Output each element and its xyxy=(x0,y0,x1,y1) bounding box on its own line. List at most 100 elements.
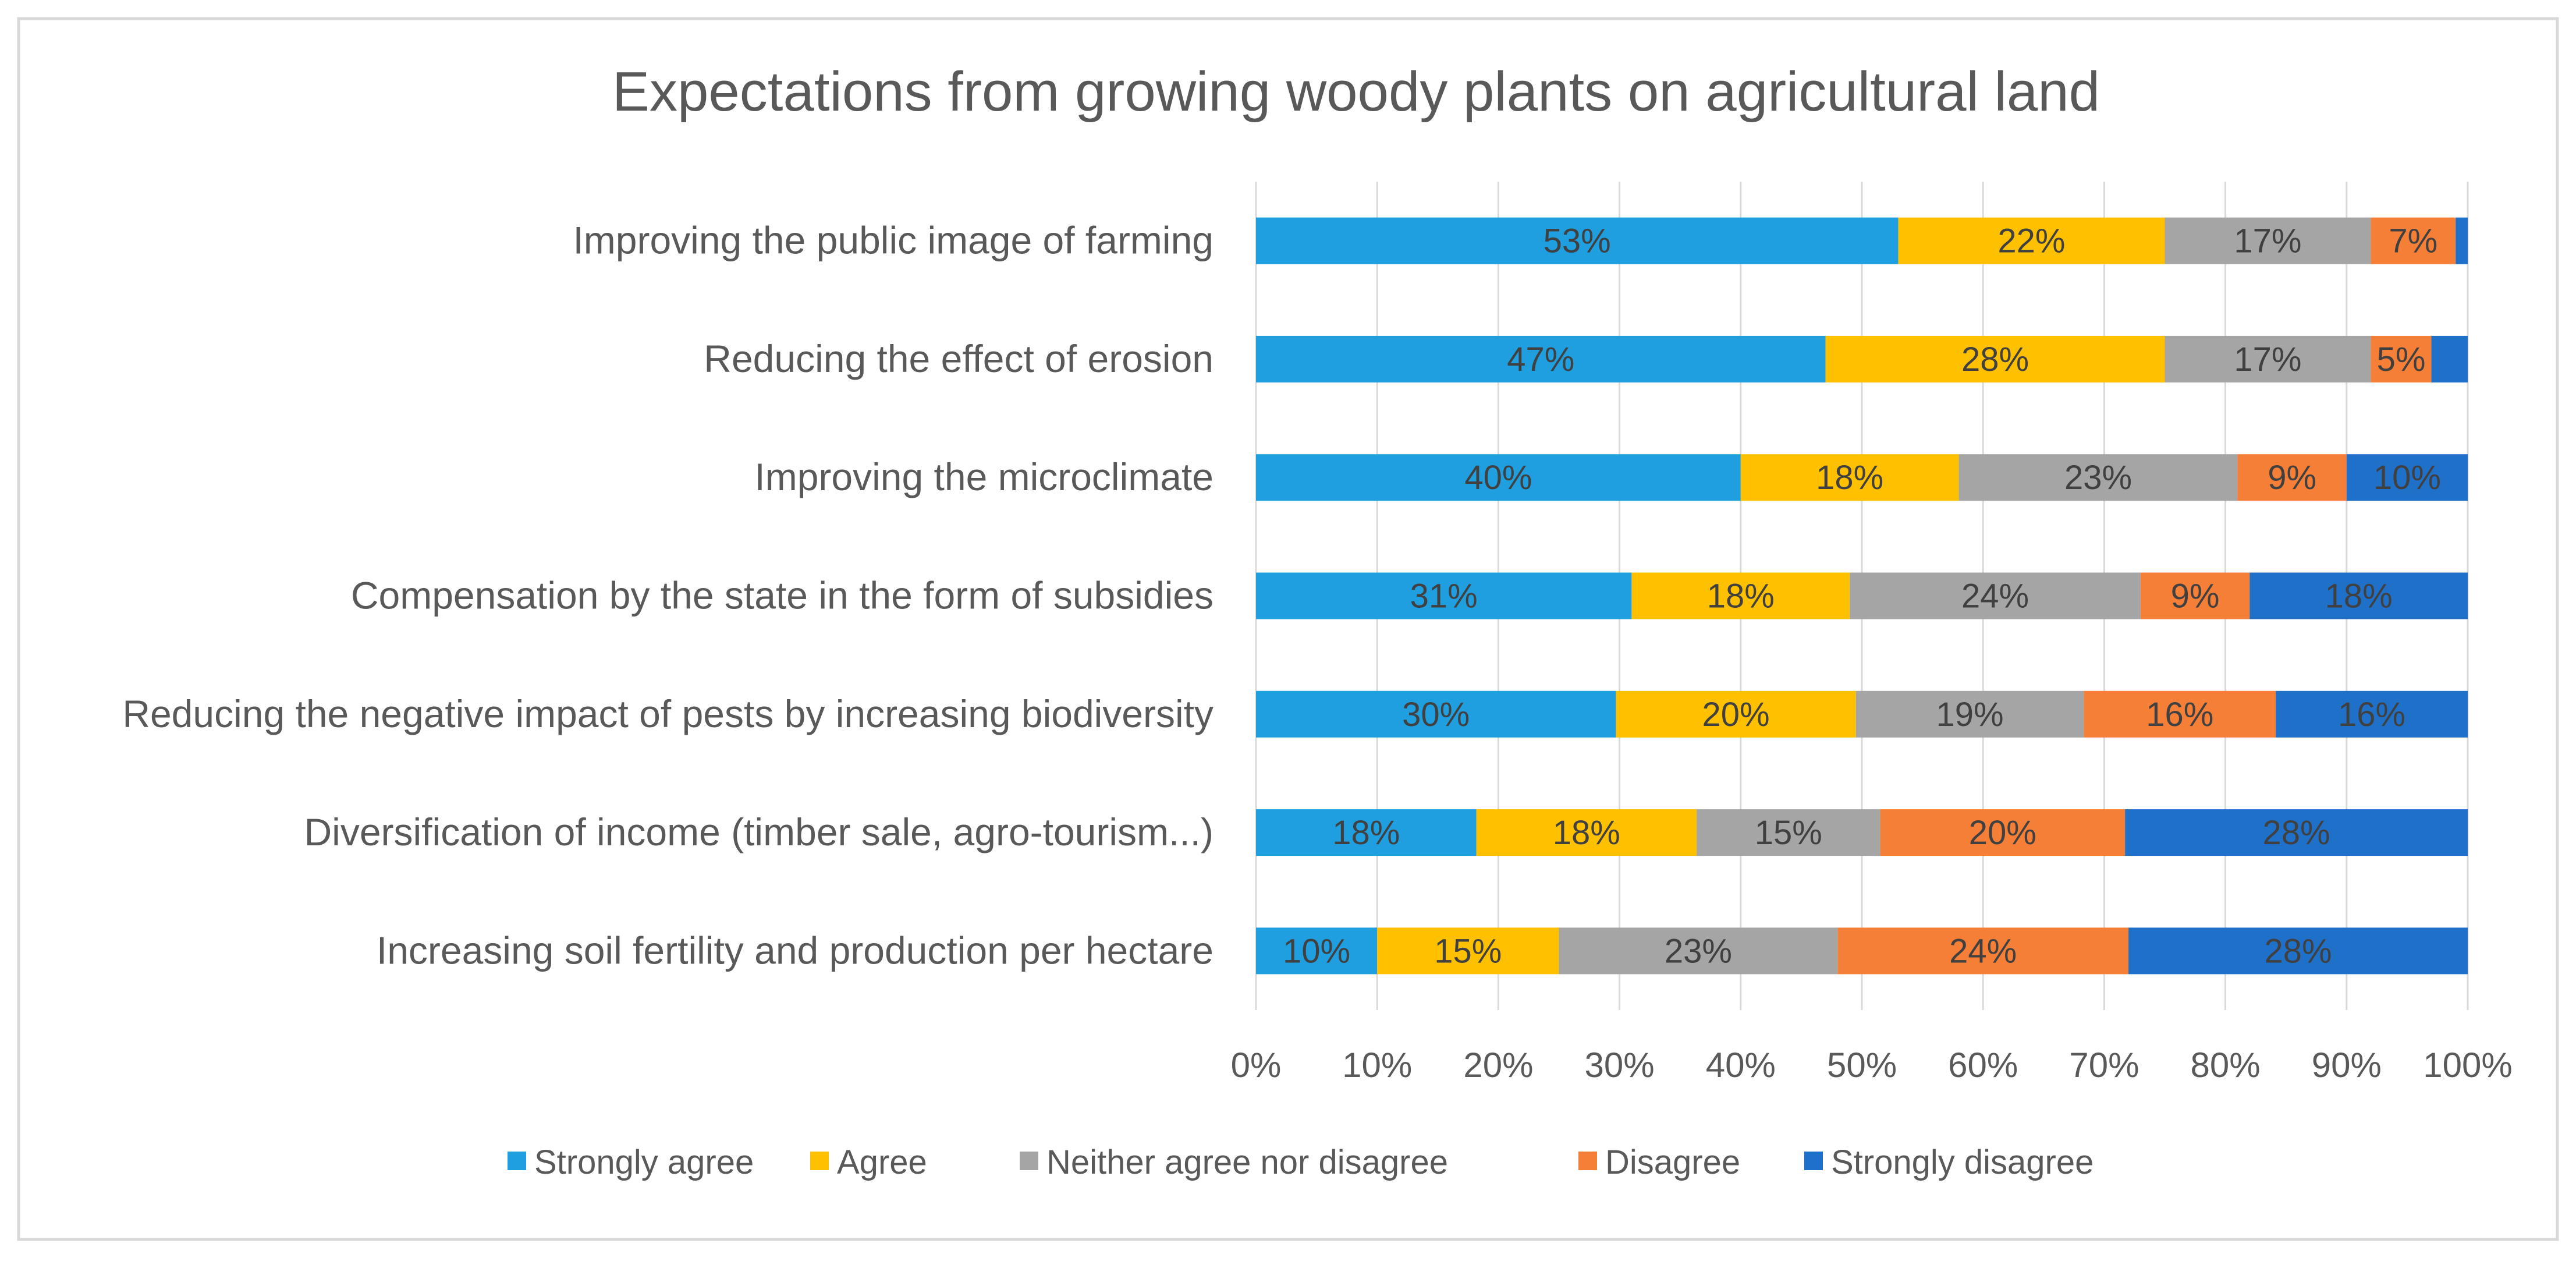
value-axis: 0% 10% 20% 30% 40% 50% 60% 70% 80% 90% 100% xyxy=(1231,1046,2513,1085)
bar-segment xyxy=(1855,690,2084,738)
data-label: 40% xyxy=(1464,459,1532,497)
data-label: 19% xyxy=(1936,696,2003,734)
x-tick-label: 20% xyxy=(1463,1046,1533,1085)
x-tick-label: 30% xyxy=(1585,1046,1655,1085)
bar-segment xyxy=(1850,572,2141,619)
bar-segment xyxy=(1559,927,1838,975)
bar-segment xyxy=(1476,809,1697,856)
data-label: 17% xyxy=(2234,222,2301,260)
category-label: Improving the public image of farming xyxy=(573,219,1214,262)
category-label: Improving the microclimate xyxy=(754,455,1214,498)
bar-segment xyxy=(1256,927,1378,975)
legend-swatch xyxy=(1578,1152,1597,1170)
bar-segment xyxy=(2456,217,2468,264)
data-label: 24% xyxy=(1961,578,2029,615)
bar-segment xyxy=(2237,454,2347,501)
bar-segment xyxy=(2249,572,2468,619)
legend-label: Strongly agree xyxy=(534,1143,754,1181)
data-label: 16% xyxy=(2338,696,2405,734)
data-label: 30% xyxy=(1402,696,1470,734)
data-label: 24% xyxy=(1949,932,2017,970)
data-label: 28% xyxy=(2264,932,2332,970)
data-label: 47% xyxy=(1507,341,1574,378)
data-label: 9% xyxy=(2171,578,2220,615)
data-label: 18% xyxy=(1332,814,1400,852)
data-label: 15% xyxy=(1755,814,1822,852)
category-label: Diversification of income (timber sale, … xyxy=(304,810,1214,853)
data-label: 15% xyxy=(1434,932,1502,970)
bar-segment xyxy=(2125,809,2468,856)
legend-swatch xyxy=(810,1152,829,1170)
bar-segment xyxy=(2165,217,2371,264)
data-label: 28% xyxy=(1961,341,2029,378)
legend-swatch xyxy=(1804,1152,1823,1170)
data-label: 5% xyxy=(2377,341,2426,378)
chart-frame xyxy=(17,17,2559,1241)
data-label: 18% xyxy=(2325,578,2393,615)
bar-segment xyxy=(1697,809,1880,856)
bar-segment xyxy=(2371,335,2432,382)
x-tick-label: 40% xyxy=(1706,1046,1776,1085)
legend-swatch xyxy=(508,1152,526,1170)
x-tick-label: 60% xyxy=(1948,1046,2018,1085)
bar-segment xyxy=(1377,927,1559,975)
data-label: 18% xyxy=(1816,459,1883,497)
bar-segment xyxy=(1880,809,2126,856)
data-label: 23% xyxy=(2064,459,2132,497)
bar-segment xyxy=(1256,572,1632,619)
x-tick-label: 10% xyxy=(1342,1046,1412,1085)
x-tick-label: 90% xyxy=(2312,1046,2382,1085)
data-label: 17% xyxy=(2234,341,2301,378)
bar-segment xyxy=(1256,690,1616,738)
legend-label: Agree xyxy=(837,1143,927,1181)
x-tick-label: 70% xyxy=(2069,1046,2139,1085)
legend-swatch xyxy=(1020,1152,1038,1170)
legend: Strongly agree Agree Neither agree nor dis… xyxy=(508,1143,2094,1181)
bar-segment xyxy=(1616,690,1856,738)
bar-segment xyxy=(1631,572,1850,619)
data-label: 53% xyxy=(1544,222,1611,260)
bar-segment xyxy=(1958,454,2238,501)
bar-segment xyxy=(2276,690,2468,738)
x-tick-label: 80% xyxy=(2191,1046,2261,1085)
data-label: 7% xyxy=(2389,222,2437,260)
bar-segment xyxy=(2084,690,2276,738)
bar-segment xyxy=(2140,572,2250,619)
bar-segment xyxy=(2346,454,2468,501)
bar-segment xyxy=(1837,927,2129,975)
bar-segment xyxy=(1256,335,1826,382)
data-label: 16% xyxy=(2146,696,2213,734)
x-tick-label: 0% xyxy=(1231,1046,1282,1085)
data-label: 23% xyxy=(1665,932,1732,970)
bar-segment xyxy=(1256,217,1899,264)
data-label: 20% xyxy=(1702,696,1770,734)
data-label: 9% xyxy=(2268,459,2316,497)
legend-label: Strongly disagree xyxy=(1831,1143,2094,1181)
data-label: 31% xyxy=(1410,578,1478,615)
category-label: Reducing the negative impact of pests by… xyxy=(122,692,1214,735)
chart-title: Expectations from growing woody plants o… xyxy=(612,61,2100,123)
category-label: Reducing the effect of erosion xyxy=(704,337,1214,380)
bar-segment xyxy=(1256,454,1741,501)
bar-segment xyxy=(2431,335,2468,382)
bar-segment xyxy=(2165,335,2371,382)
data-label: 22% xyxy=(1997,222,2065,260)
bar-segment xyxy=(1898,217,2165,264)
category-axis: Improving the public image of farming Red… xyxy=(122,219,1214,972)
bar-segment xyxy=(2128,927,2468,975)
data-label: 28% xyxy=(2263,814,2330,852)
data-label: 18% xyxy=(1553,814,1620,852)
x-tick-label: 50% xyxy=(1827,1046,1897,1085)
data-label: 10% xyxy=(2373,459,2441,497)
data-label: 18% xyxy=(1707,578,1775,615)
category-label: Increasing soil fertility and production… xyxy=(377,929,1214,972)
data-label: 10% xyxy=(1283,932,1350,970)
bar-segment xyxy=(1825,335,2165,382)
legend-label: Neither agree nor disagree xyxy=(1046,1143,1448,1181)
bar-segment xyxy=(1256,809,1477,856)
legend-label: Disagree xyxy=(1605,1143,1740,1181)
category-label: Compensation by the state in the form of… xyxy=(351,574,1214,617)
x-tick-label: 100% xyxy=(2423,1046,2512,1085)
